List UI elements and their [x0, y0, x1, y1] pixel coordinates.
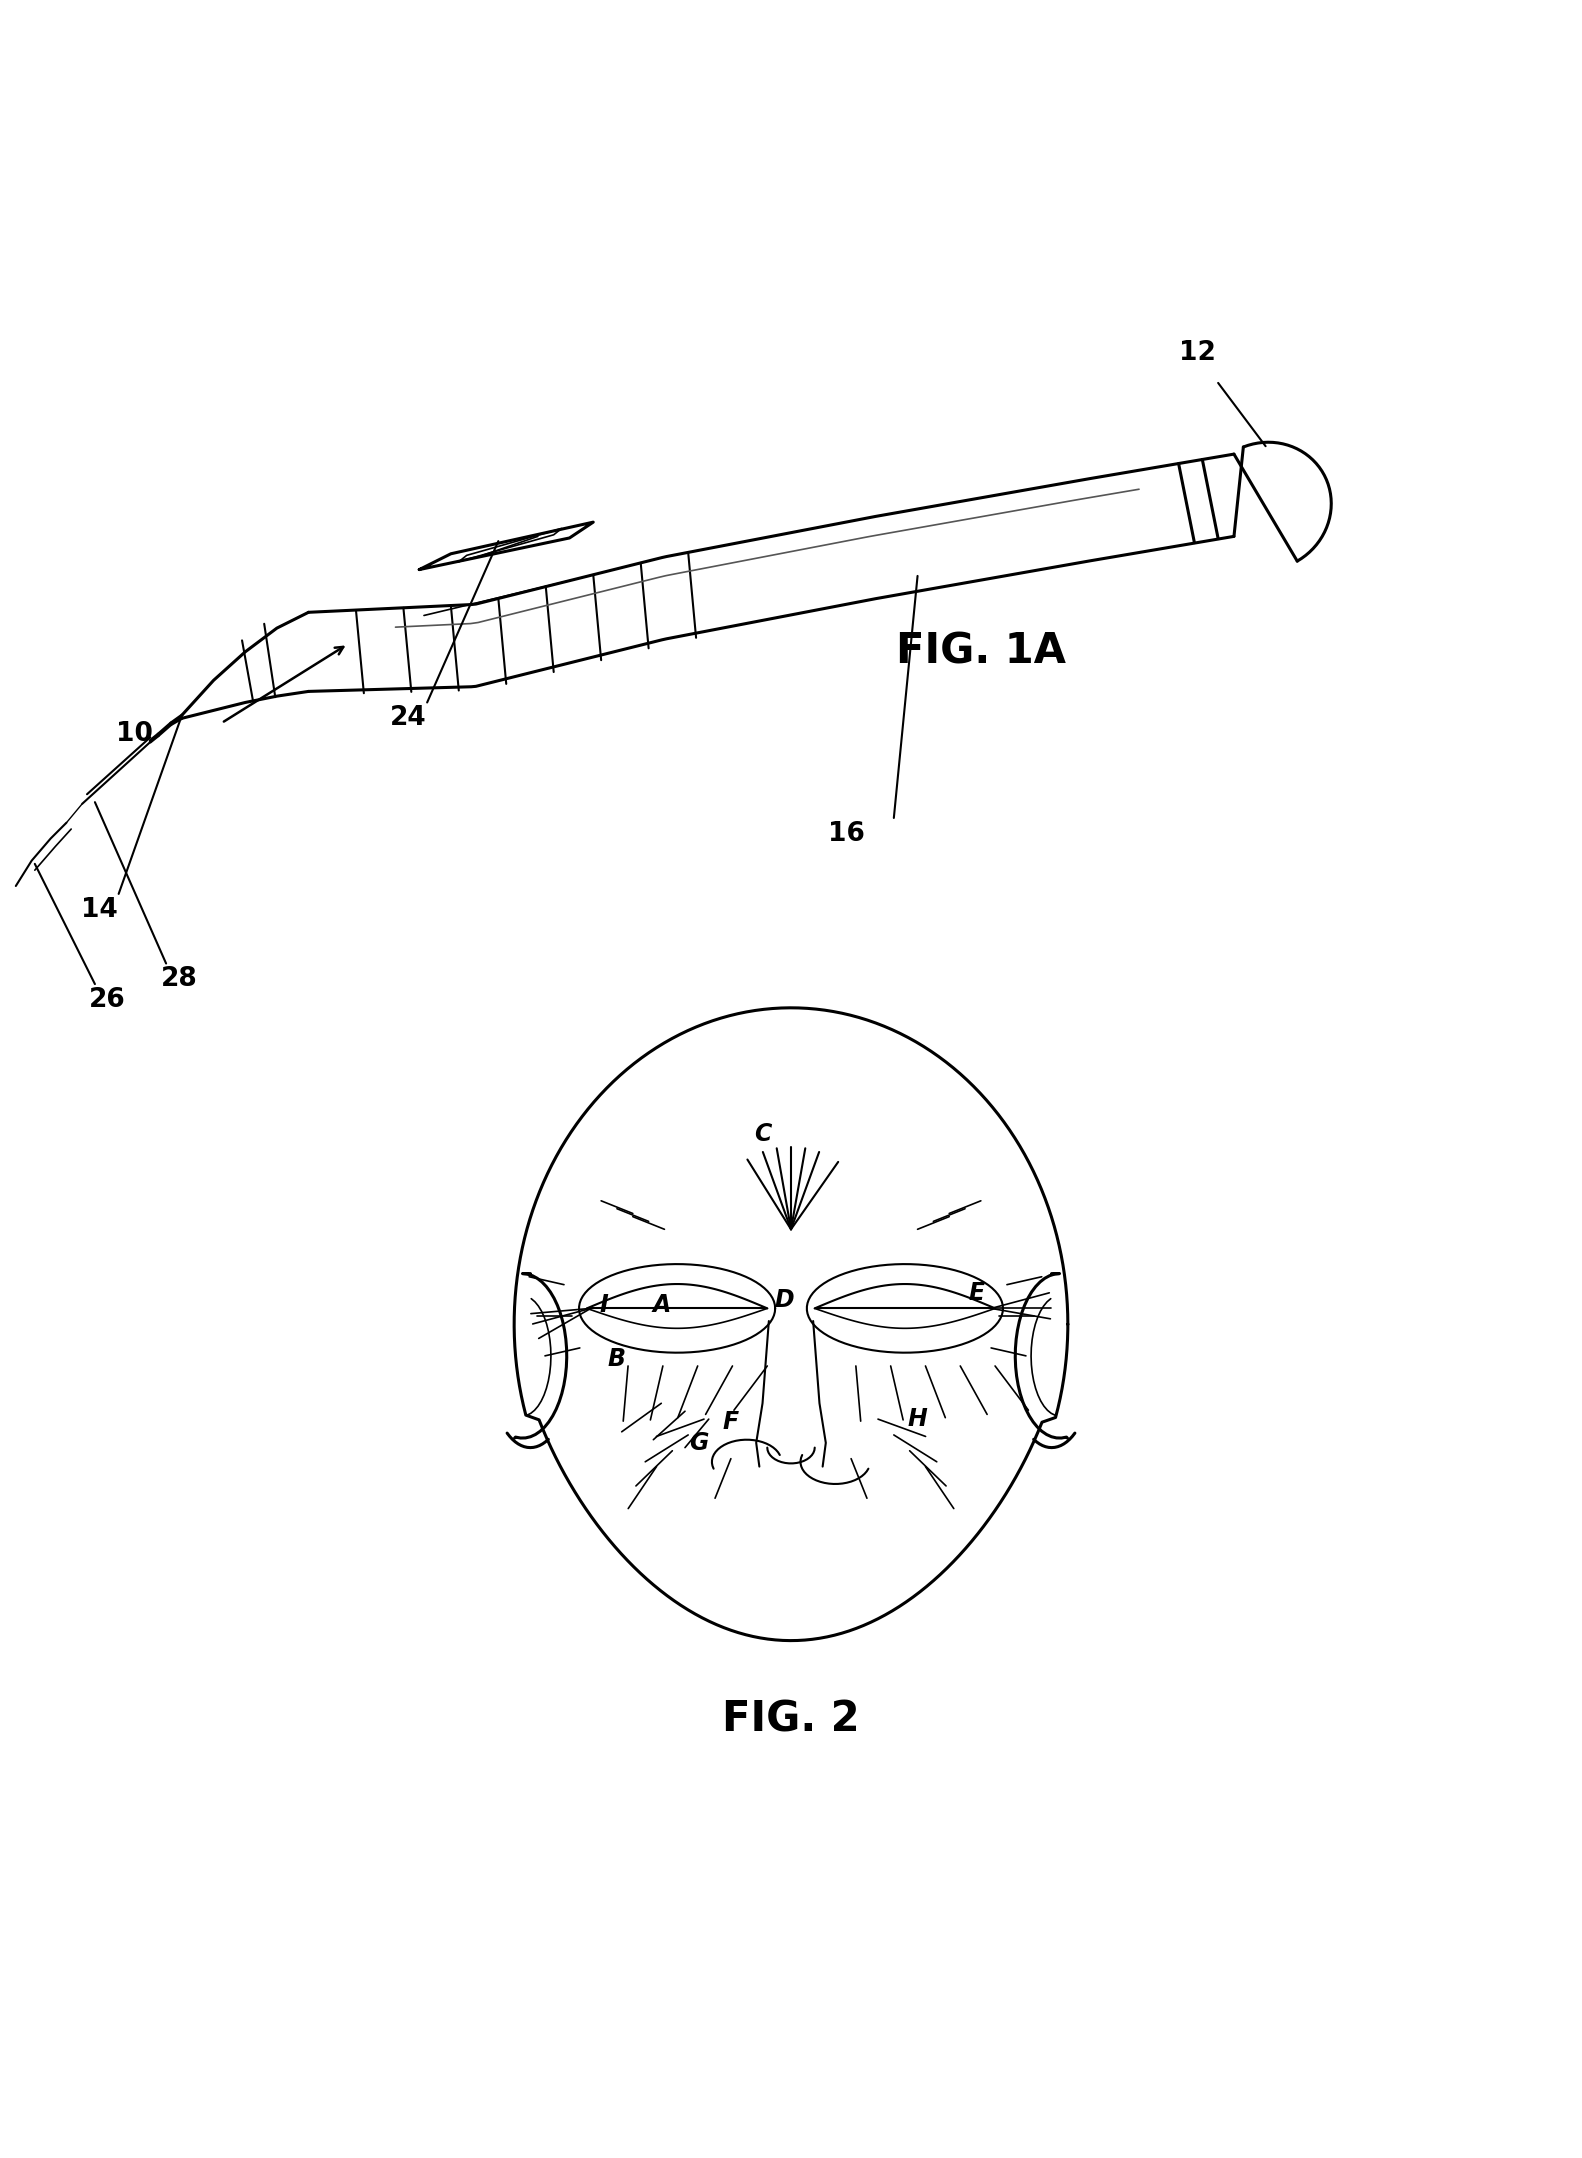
Text: 16: 16	[827, 820, 865, 846]
Text: FIG. 1A: FIG. 1A	[895, 630, 1066, 673]
Text: 14: 14	[81, 898, 119, 924]
Text: B: B	[607, 1347, 626, 1370]
Text: E: E	[968, 1280, 984, 1306]
Text: I: I	[600, 1293, 609, 1316]
Text: 28: 28	[160, 967, 198, 993]
Text: G: G	[690, 1431, 709, 1454]
Text: 24: 24	[389, 706, 427, 732]
Text: 10: 10	[115, 721, 153, 747]
Text: H: H	[908, 1407, 927, 1431]
Text: FIG. 2: FIG. 2	[723, 1698, 859, 1742]
Text: 12: 12	[1179, 339, 1217, 365]
Text: F: F	[723, 1411, 739, 1435]
Text: D: D	[775, 1288, 794, 1312]
Text: C: C	[755, 1122, 770, 1146]
Text: 26: 26	[89, 986, 127, 1012]
Text: A: A	[652, 1293, 671, 1316]
